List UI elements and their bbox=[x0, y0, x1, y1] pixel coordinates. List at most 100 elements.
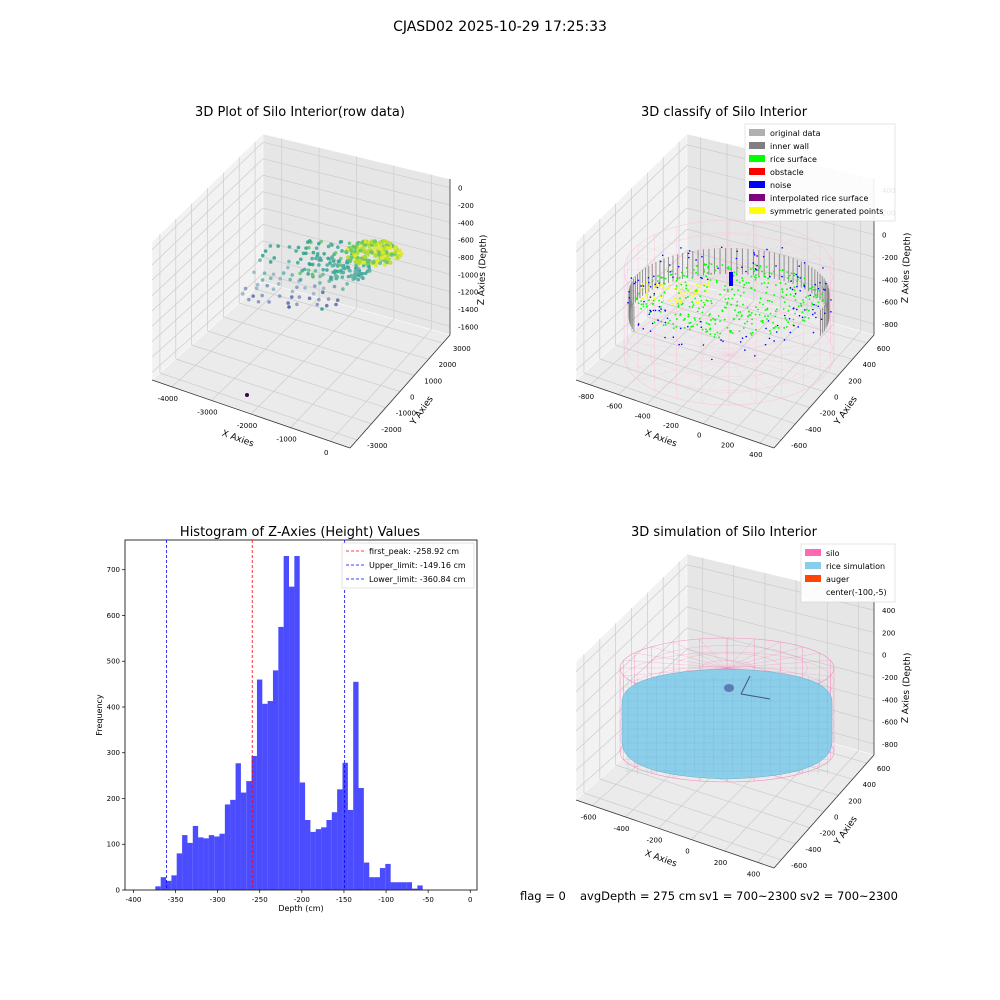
classify-rice-surface-point bbox=[807, 309, 810, 312]
classify-rice-surface-point bbox=[637, 302, 640, 305]
raw-point bbox=[356, 266, 360, 271]
classify-rice-surface-point bbox=[691, 301, 694, 303]
classify-rice-surface-point bbox=[770, 272, 773, 275]
raw-point bbox=[380, 250, 385, 255]
raw-z-tick-label: -1600 bbox=[458, 323, 478, 331]
classify-rice-surface-point bbox=[740, 315, 743, 318]
classify-rice-surface-point bbox=[709, 279, 712, 281]
histogram-legend-label: Lower_limit: -360.84 cm bbox=[369, 575, 466, 584]
classify-rice-surface-point bbox=[667, 322, 670, 325]
raw-point bbox=[349, 248, 354, 253]
classify-noise-point bbox=[812, 331, 815, 334]
classify-noise-point bbox=[797, 326, 800, 328]
raw-grid-y bbox=[175, 358, 372, 425]
classify-rice-surface-point bbox=[710, 319, 712, 321]
sim-x-tick-label: -200 bbox=[647, 836, 663, 844]
raw-z-tick-label: -600 bbox=[458, 237, 474, 245]
classify-legend-label: inner wall bbox=[770, 142, 809, 151]
raw-point bbox=[366, 261, 371, 266]
classify-noise-point bbox=[791, 288, 794, 291]
classify-symmetric-point bbox=[678, 296, 681, 299]
classify-noise-point bbox=[688, 250, 691, 252]
raw-point bbox=[296, 245, 301, 250]
classify-rice-surface-point bbox=[733, 271, 736, 274]
classify-symmetric-point bbox=[690, 284, 693, 287]
raw-grid-z bbox=[151, 158, 451, 266]
figure-title: CJASD02 2025-10-29 17:25:33 bbox=[393, 19, 607, 35]
classify-rice-surface-point bbox=[815, 304, 817, 307]
classify-rice-surface-point bbox=[635, 297, 638, 300]
classify-noise-point bbox=[720, 246, 723, 249]
classify-rice-surface-point bbox=[703, 284, 706, 287]
raw-point bbox=[341, 287, 345, 291]
raw-point bbox=[286, 265, 290, 270]
classify-rice-surface-point bbox=[814, 294, 817, 297]
classify-noise-point bbox=[735, 257, 738, 260]
classify-legend-swatch bbox=[749, 194, 765, 201]
classify-noise-point bbox=[817, 305, 820, 308]
classify-symmetric-point bbox=[653, 296, 656, 299]
classify-noise-point bbox=[695, 259, 697, 261]
histogram-bar bbox=[315, 829, 322, 890]
classify-rice-surface-point bbox=[765, 291, 768, 294]
status-line: flag = 0 avgDepth = 275 cm sv1 = 700~230… bbox=[520, 889, 898, 903]
classify-rice-surface-point bbox=[779, 281, 782, 284]
classify-noise-point bbox=[790, 280, 792, 282]
classify-z-tick-label: -400 bbox=[882, 276, 898, 284]
raw-point bbox=[342, 266, 347, 271]
classify-symmetric-point bbox=[699, 284, 702, 287]
raw-point bbox=[318, 256, 322, 261]
classify-rice-surface-point bbox=[774, 325, 777, 328]
classify-noise-point bbox=[762, 255, 765, 258]
classify-symmetric-point bbox=[695, 301, 698, 303]
classify-title: 3D classify of Silo Interior bbox=[641, 105, 808, 120]
raw-grid-y bbox=[159, 372, 358, 441]
raw-point bbox=[356, 277, 361, 282]
classify-rice-surface-point bbox=[721, 264, 724, 266]
raw-point bbox=[363, 271, 368, 276]
classify-rice-surface-point bbox=[780, 295, 783, 298]
raw-grid-z bbox=[151, 191, 451, 296]
classify-noise-point bbox=[798, 265, 801, 267]
sim-z-tick-label: 0 bbox=[882, 652, 886, 660]
classify-rice-surface-point bbox=[784, 317, 787, 319]
classify-rice-surface-point bbox=[753, 275, 756, 278]
classify-rice-surface-point bbox=[748, 281, 750, 284]
classify-rice-surface-point bbox=[710, 263, 713, 266]
classify-noise-point bbox=[672, 276, 674, 278]
raw-y-tick-label: -3000 bbox=[367, 442, 387, 450]
classify-noise-point bbox=[814, 283, 817, 286]
classify-rice-surface-point bbox=[687, 313, 690, 316]
classify-rice-surface-point bbox=[676, 318, 678, 320]
raw-point bbox=[265, 283, 270, 288]
classify-grid-z bbox=[575, 228, 875, 331]
classify-y-tick-label: 400 bbox=[863, 361, 876, 369]
classify-legend-swatch bbox=[749, 207, 765, 214]
raw-data-panel: 3D Plot of Silo Interior(row data) -4000… bbox=[151, 105, 489, 457]
classify-rice-surface-point bbox=[758, 267, 761, 269]
histogram-bar bbox=[294, 556, 300, 890]
classify-noise-point bbox=[754, 355, 756, 357]
classify-rice-surface-point bbox=[712, 317, 714, 320]
classify-rice-surface-point bbox=[672, 322, 675, 325]
raw-point bbox=[349, 255, 354, 260]
raw-point bbox=[362, 249, 367, 254]
classify-rice-surface-point bbox=[773, 294, 776, 296]
classify-symmetric-point bbox=[682, 295, 685, 297]
raw-point bbox=[317, 297, 321, 302]
classify-rice-surface-point bbox=[705, 328, 707, 331]
classify-rice-surface-point bbox=[742, 291, 745, 294]
classify-y-tick-label: -400 bbox=[805, 426, 821, 434]
raw-point bbox=[317, 263, 321, 267]
classify-rice-surface-point bbox=[800, 305, 803, 307]
classify-rice-surface-point bbox=[812, 295, 815, 298]
classify-rice-surface-point bbox=[766, 307, 769, 310]
raw-point bbox=[256, 299, 261, 304]
classify-rice-surface-point bbox=[802, 301, 805, 304]
classify-noise-point bbox=[654, 283, 656, 286]
raw-point bbox=[305, 240, 310, 244]
classify-rice-surface-point bbox=[683, 317, 686, 320]
raw-x-axis-label: X Axies bbox=[220, 429, 255, 450]
classify-noise-point bbox=[647, 276, 650, 279]
classify-noise-point bbox=[687, 252, 690, 255]
